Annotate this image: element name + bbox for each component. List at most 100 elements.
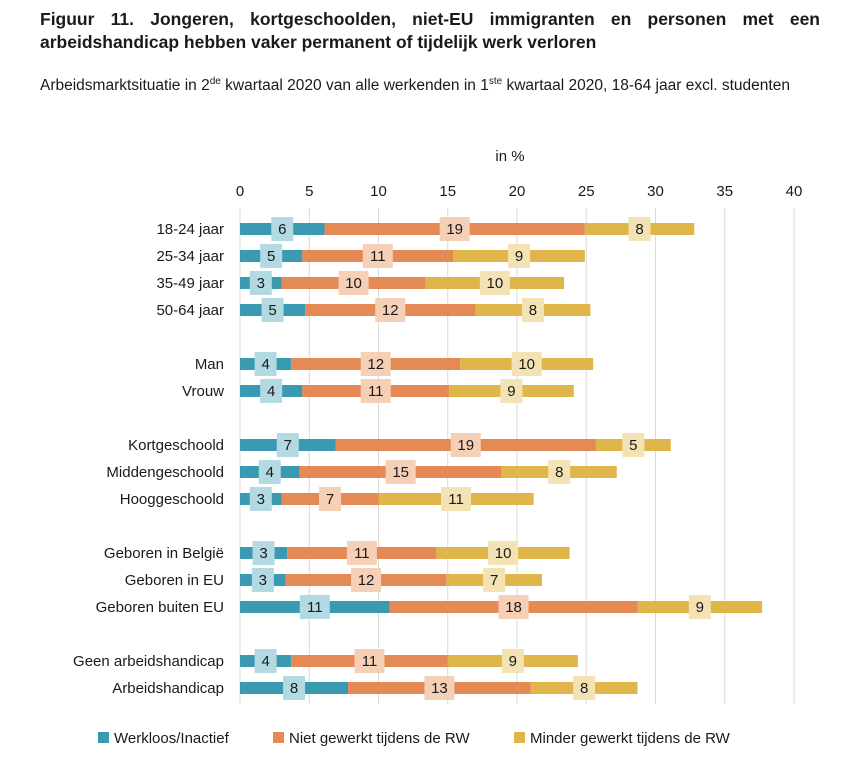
data-label: 8 xyxy=(555,464,563,481)
data-label-box xyxy=(360,379,391,403)
data-label: 11 xyxy=(362,653,378,670)
legend: Werkloos/Inactief Niet gewerkt tijdens de… xyxy=(98,730,731,747)
data-label-box xyxy=(362,244,393,268)
x-tick-label: 35 xyxy=(716,183,733,200)
data-label-box xyxy=(346,541,377,565)
data-label-box xyxy=(254,649,277,673)
data-label-box xyxy=(276,433,299,457)
data-label-box xyxy=(354,649,385,673)
data-label-box xyxy=(501,649,524,673)
data-label: 15 xyxy=(392,464,409,481)
data-label: 7 xyxy=(490,572,498,589)
category-label: 18-24 jaar xyxy=(156,221,224,238)
chart-title: Figuur 11. Jongeren, kortgeschoolden, ni… xyxy=(40,9,820,52)
data-label: 8 xyxy=(290,680,298,697)
subtitle-part: Arbeidsmarktsituatie in 2 xyxy=(40,77,210,95)
legend-swatch xyxy=(98,732,109,743)
data-label-box xyxy=(299,595,330,619)
data-label: 11 xyxy=(448,491,464,508)
x-tick-label: 25 xyxy=(578,183,595,200)
category-label: 25-34 jaar xyxy=(156,248,224,265)
data-label-box xyxy=(271,217,294,241)
data-label-box xyxy=(498,595,529,619)
data-label: 10 xyxy=(518,356,535,373)
data-label-box xyxy=(351,568,382,592)
category-label: Geen arbeidshandicap xyxy=(73,653,224,670)
category-label: 50-64 jaar xyxy=(156,302,224,319)
legend-label: Niet gewerkt tijdens de RW xyxy=(289,730,470,747)
data-label: 4 xyxy=(267,383,275,400)
chart-subtitle: Arbeidsmarktsituatie in 2de kwartaal 202… xyxy=(40,70,830,98)
data-label-box xyxy=(360,352,391,376)
data-label: 7 xyxy=(326,491,334,508)
data-label: 8 xyxy=(580,680,588,697)
subtitle-part: kwartaal 2020, 18-64 jaar excl. studente… xyxy=(502,77,790,95)
data-label: 3 xyxy=(259,572,267,589)
data-label: 6 xyxy=(278,221,286,238)
category-label: Geboren in EU xyxy=(125,572,224,589)
category-label: Vrouw xyxy=(182,383,224,400)
data-label: 4 xyxy=(261,356,269,373)
data-label-box xyxy=(511,352,542,376)
data-label: 10 xyxy=(345,275,362,292)
data-label-box xyxy=(338,271,369,295)
category-label: Arbeidshandicap xyxy=(112,680,224,697)
grid-lines xyxy=(239,208,795,704)
data-label-box xyxy=(441,487,472,511)
legend-swatch xyxy=(273,732,284,743)
data-label-box xyxy=(258,460,281,484)
data-label-box xyxy=(249,271,272,295)
subtitle-superscript: de xyxy=(209,76,221,87)
x-tick-label: 0 xyxy=(236,183,244,200)
data-label: 4 xyxy=(261,653,269,670)
data-label-box xyxy=(548,460,571,484)
subtitle-superscript: ste xyxy=(488,76,503,87)
category-label: 35-49 jaar xyxy=(156,275,224,292)
data-label-box xyxy=(439,217,470,241)
data-label: 7 xyxy=(284,437,292,454)
data-label-box xyxy=(450,433,481,457)
data-label-box xyxy=(260,244,283,268)
x-tick-label: 10 xyxy=(370,183,387,200)
data-label-box xyxy=(252,541,275,565)
data-label: 12 xyxy=(358,572,375,589)
data-label: 13 xyxy=(431,680,448,697)
bar-segments xyxy=(240,223,763,694)
data-label: 8 xyxy=(529,302,537,319)
data-label: 19 xyxy=(457,437,474,454)
category-labels: 18-24 jaar 25-34 jaar 35-49 jaar 50-64 jaar… xyxy=(73,221,224,697)
legend-swatch xyxy=(514,732,525,743)
data-label-box xyxy=(251,568,274,592)
legend-label: Minder gewerkt tijdens de RW xyxy=(530,730,731,747)
data-label: 9 xyxy=(696,599,704,616)
x-axis-ticks: 0 5 10 15 20 25 30 35 40 xyxy=(236,183,803,200)
data-label-box xyxy=(319,487,342,511)
data-label: 9 xyxy=(509,653,517,670)
data-label: 5 xyxy=(629,437,637,454)
category-label: Kortgeschoold xyxy=(128,437,224,454)
data-label-box xyxy=(500,379,523,403)
data-label: 9 xyxy=(507,383,515,400)
data-label: 11 xyxy=(307,599,323,616)
data-label: 4 xyxy=(266,464,274,481)
data-label: 9 xyxy=(515,248,523,265)
data-label: 3 xyxy=(257,275,265,292)
data-label-box xyxy=(483,568,506,592)
data-label: 3 xyxy=(257,491,265,508)
category-label: Geboren in België xyxy=(104,545,224,562)
x-tick-label: 20 xyxy=(509,183,526,200)
data-label-box xyxy=(688,595,711,619)
data-label-box xyxy=(622,433,645,457)
data-label: 11 xyxy=(370,248,386,265)
x-tick-label: 40 xyxy=(786,183,803,200)
data-label-box xyxy=(508,244,531,268)
legend-label: Werkloos/Inactief xyxy=(114,730,230,747)
data-label: 10 xyxy=(486,275,503,292)
data-label-box xyxy=(375,298,406,322)
x-tick-label: 5 xyxy=(305,183,313,200)
data-label: 12 xyxy=(382,302,399,319)
data-label-box xyxy=(521,298,544,322)
category-label: Hooggeschoold xyxy=(120,491,224,508)
data-label: 11 xyxy=(354,545,370,562)
